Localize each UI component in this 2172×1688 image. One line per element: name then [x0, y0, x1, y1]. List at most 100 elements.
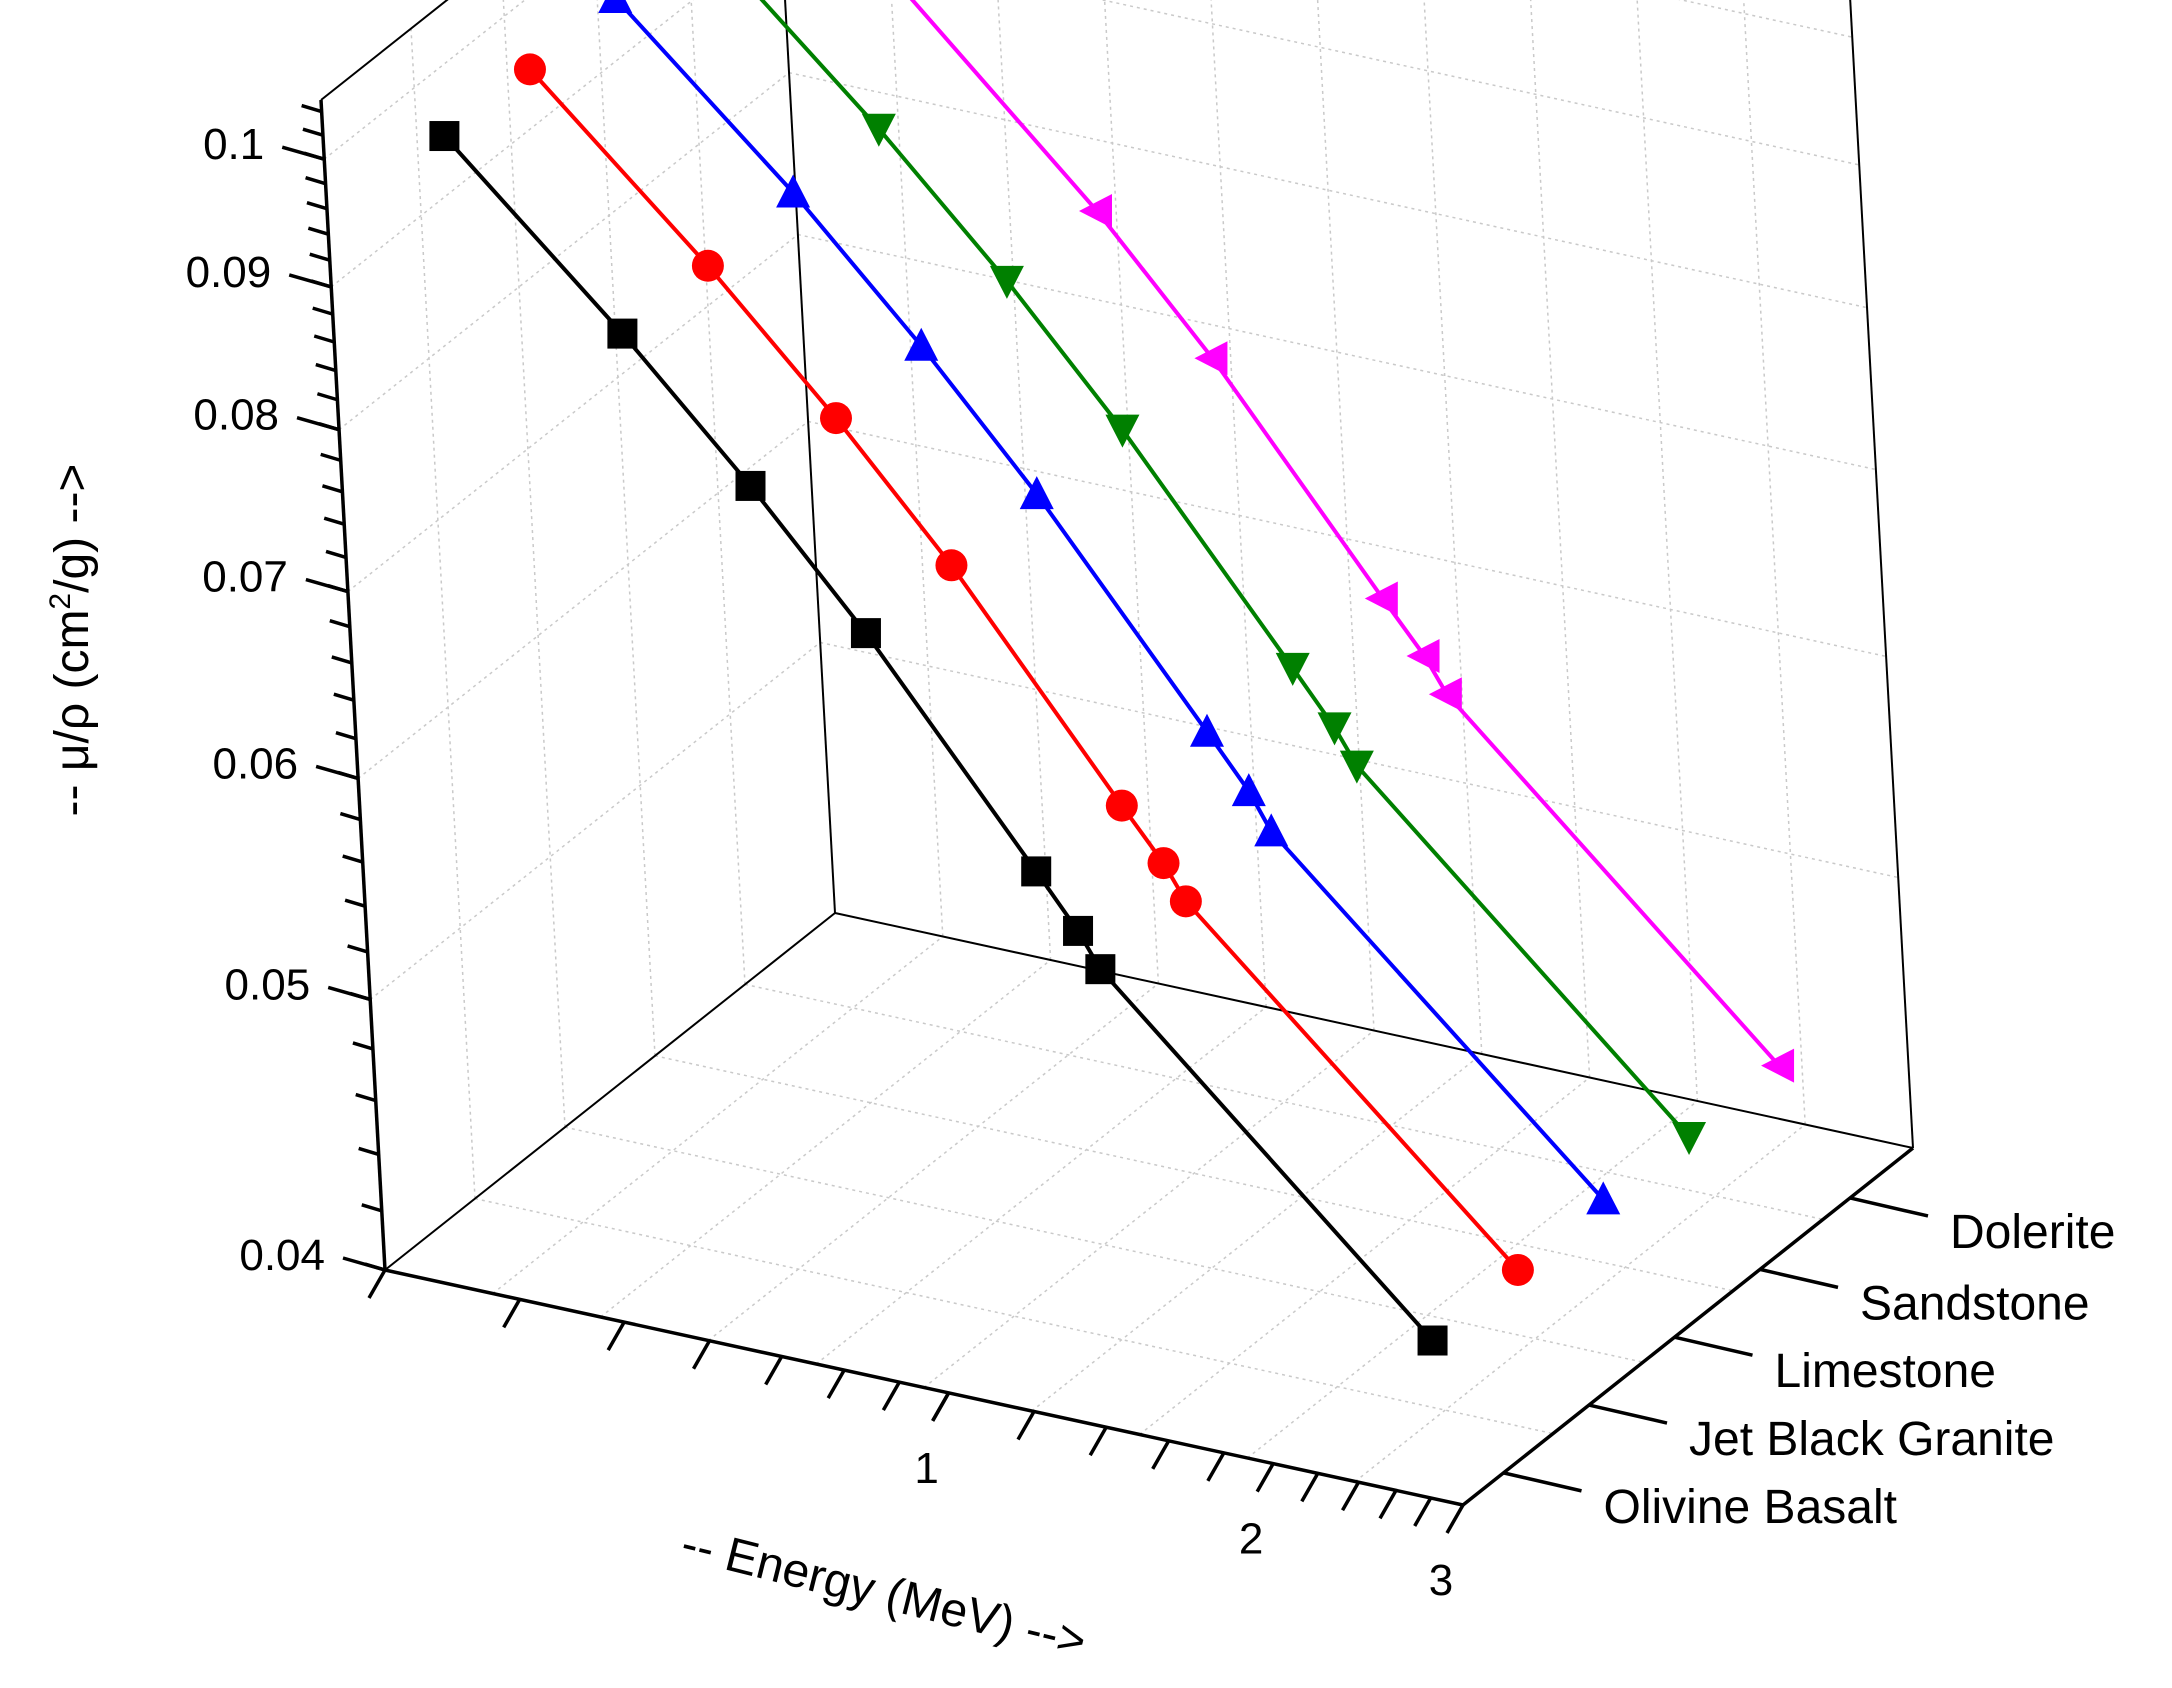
y-tick-label: 0.09 — [186, 248, 272, 297]
side-wall-grid-line — [347, 233, 799, 593]
y-axis-minor-tick — [335, 731, 357, 741]
data-point-triangle-up — [1254, 813, 1289, 847]
y-axis-minor-tick — [316, 392, 338, 402]
x-axis-title: -- Energy (MeV) --> — [676, 1517, 1091, 1669]
data-point-square — [429, 121, 460, 152]
box-frame — [320, 0, 1914, 1271]
floor-grid-line — [654, 1055, 1734, 1292]
data-series — [429, 0, 1795, 1356]
floor-grid-line — [600, 959, 1052, 1318]
y-axis-minor-tick — [305, 175, 327, 186]
x-axis-tick — [1206, 1451, 1226, 1482]
x-axis-tick — [1300, 1472, 1320, 1503]
material-label: Jet Black Granite — [1689, 1413, 2054, 1466]
y-axis-line — [319, 99, 387, 1271]
side-wall-grid-line — [596, 0, 656, 1056]
y-axis-minor-tick — [307, 226, 329, 236]
series-olivine-basalt — [429, 121, 1448, 1356]
x-axis-tick — [1378, 1489, 1398, 1520]
side-wall-grid-line — [323, 0, 527, 160]
x-tick-label: 2 — [1239, 1515, 1263, 1564]
back-wall-grid-line — [1103, 0, 1160, 984]
back-wall-grid-line — [797, 233, 1877, 471]
data-point-triangle-down — [861, 113, 896, 147]
y-axis-title-superscript: 2 — [44, 593, 77, 610]
floor-grid-line — [1246, 1100, 1698, 1459]
data-point-circle — [1501, 1253, 1534, 1286]
floor-grid-line — [564, 1126, 1644, 1363]
data-point-triangle-down — [1339, 750, 1374, 784]
material-label: Sandstone — [1860, 1277, 2090, 1330]
data-point-circle — [513, 53, 546, 86]
y-tick-label: 0.07 — [202, 553, 288, 602]
data-point-circle — [1169, 885, 1202, 918]
x-axis-tick — [606, 1321, 626, 1352]
data-point-square — [1063, 915, 1094, 946]
y-axis-minor-tick — [347, 944, 369, 954]
y-axis-minor-tick — [331, 655, 353, 665]
y-axis-minor-tick — [358, 1146, 380, 1157]
box-edge — [834, 912, 1914, 1149]
data-point-triangle-left — [1428, 677, 1462, 712]
z-axis-line — [1461, 1146, 1915, 1507]
side-wall-grid-line — [502, 0, 566, 1128]
y-axis-minor-tick — [320, 452, 342, 463]
data-point-square — [735, 470, 766, 501]
y-axis-minor-tick — [323, 516, 345, 526]
data-point-triangle-down — [1317, 712, 1352, 746]
axes — [281, 99, 1929, 1534]
y-axis-minor-tick — [306, 200, 328, 211]
x-axis-tick — [826, 1369, 846, 1399]
x-tick-label: 3 — [1429, 1556, 1453, 1605]
y-tick-label: 0.1 — [203, 120, 264, 169]
box-edge — [1849, 0, 1914, 1149]
floor-grid-line — [1031, 1053, 1483, 1412]
floor-grid-line — [707, 982, 1159, 1342]
series-jet-black-granite — [513, 53, 1534, 1286]
y-axis-tick — [342, 1256, 386, 1272]
back-wall-grid-line — [788, 71, 1868, 309]
y-axis-minor-tick — [325, 549, 347, 560]
data-point-triangle-down — [1275, 652, 1310, 686]
y-axis-minor-tick — [342, 854, 364, 864]
y-axis-minor-tick — [352, 1041, 374, 1051]
y-axis-title: -- μ/ρ (cm2/g) --> — [44, 464, 99, 817]
floor-grid-line — [744, 983, 1824, 1221]
floor-grid-line — [923, 1029, 1375, 1389]
data-point-triangle-left — [1078, 194, 1112, 229]
material-label: Dolerite — [1950, 1206, 2115, 1259]
data-point-square — [850, 618, 881, 649]
floor-grid-line — [1354, 1123, 1806, 1483]
x-axis-tick — [881, 1381, 901, 1411]
y-axis-minor-tick — [329, 619, 351, 629]
data-point-triangle-down — [1105, 414, 1140, 448]
series-line — [614, 0, 1605, 1201]
data-point-circle — [691, 249, 724, 282]
y-tick-label: 0.06 — [212, 739, 298, 788]
series-dolerite — [909, 0, 1795, 1083]
y-axis-tick — [288, 273, 332, 289]
data-point-triangle-up — [904, 327, 939, 361]
floor-grid-line — [1139, 1076, 1591, 1436]
data-point-square — [1085, 954, 1116, 985]
z-axis-tick — [1588, 1403, 1668, 1425]
data-point-square — [607, 318, 638, 349]
side-wall-grid-line — [410, 28, 476, 1199]
y-axis-tick — [327, 985, 371, 1002]
data-point-triangle-left — [1364, 581, 1398, 616]
side-wall-grid-line — [357, 420, 809, 780]
y-axis-tick — [315, 764, 359, 781]
data-point-triangle-down — [989, 265, 1024, 299]
y-axis-minor-tick — [333, 692, 355, 702]
data-point-circle — [1105, 789, 1138, 822]
x-axis-line — [384, 1268, 1464, 1507]
box-edge — [384, 912, 836, 1271]
back-wall-grid-line — [820, 641, 1899, 879]
x-axis-tick — [931, 1392, 951, 1422]
z-axis-tick — [1674, 1335, 1753, 1357]
y-axis-title-unit: /g) --> — [46, 464, 99, 593]
y-axis-minor-tick — [312, 306, 334, 316]
y-axis-tick — [281, 145, 325, 161]
series-line — [909, 0, 1781, 1067]
